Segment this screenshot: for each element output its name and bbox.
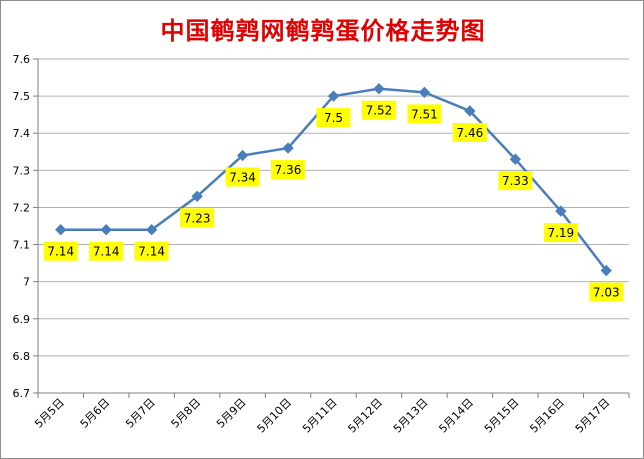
y-tick-label: 6.9 (13, 313, 31, 326)
y-tick-label: 7.6 (13, 53, 31, 66)
data-point-marker (100, 224, 112, 236)
y-tick-label: 6.7 (13, 387, 31, 400)
x-tick-label: 5月17日 (573, 396, 613, 436)
y-tick-label: 7.4 (13, 127, 31, 140)
data-label-box (271, 160, 306, 180)
data-label-box (407, 104, 442, 124)
x-tick-label: 5月15日 (482, 396, 522, 436)
x-tick-label: 5月5日 (32, 396, 67, 431)
data-label-box (498, 171, 533, 191)
data-label: 7.19 (547, 226, 574, 240)
x-tick-label: 5月10日 (255, 396, 295, 436)
data-label: 7.33 (502, 174, 529, 188)
data-label-box (589, 282, 624, 302)
data-label-box (43, 241, 78, 261)
x-tick-label: 5月9日 (214, 396, 249, 431)
x-tick-label: 5月14日 (436, 396, 476, 436)
data-point-marker (55, 224, 67, 236)
x-tick-label: 5月16日 (527, 396, 567, 436)
data-label-box (361, 100, 396, 120)
x-tick-label: 5月12日 (345, 396, 385, 436)
data-label: 7.14 (138, 245, 165, 259)
data-label-box (316, 108, 351, 128)
data-point-marker (191, 190, 203, 202)
y-tick-label: 7 (23, 276, 30, 289)
data-label-box (134, 241, 169, 261)
data-point-marker (600, 264, 612, 277)
data-point-marker (555, 205, 567, 217)
y-tick-label: 6.8 (13, 350, 31, 363)
data-label: 7.23 (184, 211, 211, 225)
y-tick-label: 7.5 (13, 90, 31, 103)
data-label: 7.03 (593, 286, 620, 300)
y-tick-label: 7.2 (13, 201, 31, 214)
data-label: 7.36 (275, 163, 302, 177)
data-label: 7.46 (457, 126, 484, 140)
x-tick-label: 5月6日 (78, 396, 113, 431)
y-tick-label: 7.1 (13, 239, 31, 252)
data-label-box (180, 208, 215, 228)
x-tick-label: 5月7日 (123, 396, 158, 431)
chart-title: 中国鹌鹑网鹌鹑蛋价格走势图 (160, 16, 486, 45)
data-label: 7.14 (93, 245, 120, 259)
data-label-box (452, 122, 487, 142)
data-label: 7.14 (47, 245, 74, 259)
data-label: 7.34 (229, 170, 256, 184)
data-label-box (543, 223, 578, 243)
x-tick-label: 5月11日 (300, 396, 340, 436)
data-point-marker (373, 83, 385, 95)
x-tick-label: 5月13日 (391, 396, 431, 436)
data-label: 7.52 (366, 104, 393, 118)
data-label-box (225, 167, 260, 187)
x-tick-label: 5月8日 (169, 396, 204, 431)
y-tick-label: 7.3 (13, 164, 31, 177)
data-point-marker (236, 149, 249, 162)
data-label: 7.5 (324, 111, 343, 125)
data-label: 7.51 (411, 107, 438, 121)
data-label-box (89, 241, 124, 261)
data-point-marker (145, 224, 158, 236)
data-point-marker (282, 142, 294, 154)
